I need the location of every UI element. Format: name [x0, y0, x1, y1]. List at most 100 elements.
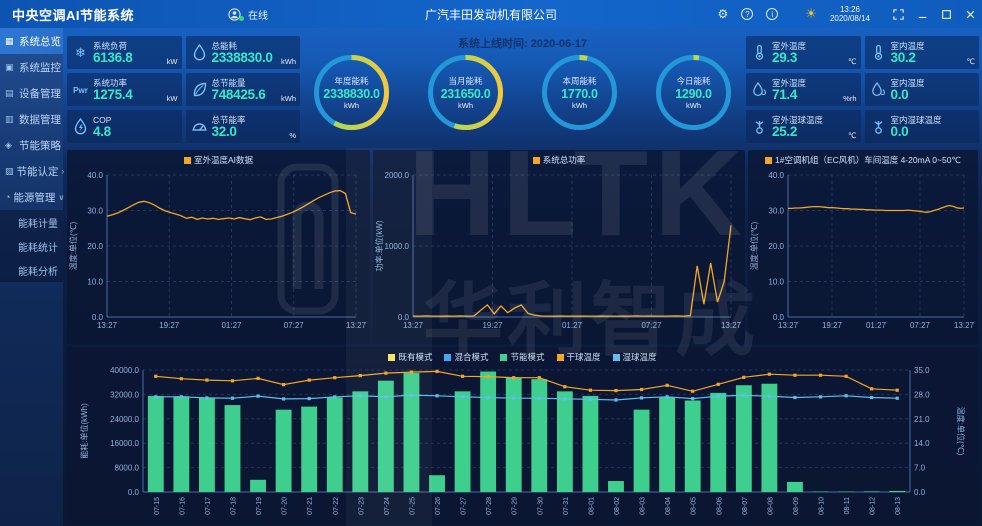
chart-panel-daily-energy: 既有模式 混合模式 节能模式 干球温度 湿球温度 0.0 8000.0 16000.0 240…: [67, 347, 978, 524]
svg-text:08-06: 08-06: [716, 497, 723, 515]
info-icon[interactable]: i: [766, 8, 779, 20]
svg-text:08-07: 08-07: [742, 497, 749, 515]
svg-text:13:27: 13:27: [97, 321, 118, 330]
legend-item[interactable]: 湿球温度: [612, 352, 657, 362]
stat-label: COP: [93, 114, 112, 125]
legend-item[interactable]: 节能模式: [500, 352, 545, 362]
left-stat-card-3: 总节能量 748425.6 kWh: [185, 73, 300, 106]
svg-text:13:27: 13:27: [721, 321, 741, 330]
svg-text:07-26: 07-26: [435, 497, 442, 515]
gauge-value: 1290.0: [675, 87, 712, 101]
svg-text:8000.0: 8000.0: [115, 464, 140, 473]
chevron-right-icon: ›: [61, 166, 65, 176]
sidebar-subitem-2[interactable]: 能耗分析: [0, 258, 63, 282]
wetbulb-icon: [755, 121, 764, 134]
svg-text:能耗:单位(kWh): 能耗:单位(kWh): [79, 403, 89, 459]
right-stat-card-3: 室内湿度 0.0: [864, 73, 979, 106]
svg-text:20.0: 20.0: [87, 242, 103, 251]
svg-text:0.0: 0.0: [92, 313, 104, 322]
fullscreen-icon[interactable]: [893, 8, 904, 20]
svg-text:10.0: 10.0: [768, 278, 784, 287]
legend-swatch: [556, 353, 564, 361]
legend-swatch: [183, 156, 191, 164]
stat-label: 室外温度: [772, 40, 807, 51]
svg-text:07-15: 07-15: [154, 497, 161, 515]
drop-icon: [193, 43, 205, 61]
left-stat-card-2: Pwr 系统功率 1275.4 kW: [67, 73, 182, 106]
gauge-2: 本周能耗 1770.0 kWh: [539, 52, 620, 133]
chevron-down-icon: ∨: [58, 192, 65, 202]
stat-unit: ℃: [848, 57, 857, 66]
legend-item[interactable]: 系统总功率: [532, 155, 585, 165]
svg-text:07:27: 07:27: [910, 321, 931, 330]
chart-panel-outdoor-temp: 室外温度AI数据 0.0 10.0 20.0 30.0 40.0 13:27 19:27 01…: [67, 150, 370, 344]
sidebar-item-3[interactable]: ▥ 数据管理: [5, 113, 61, 126]
thermometer-icon: [755, 44, 764, 60]
close-icon[interactable]: [965, 9, 976, 20]
svg-text:32000.0: 32000.0: [110, 390, 139, 399]
help-icon[interactable]: ?: [741, 8, 754, 20]
stat-value: 4.8: [93, 123, 111, 139]
sidebar-item-4[interactable]: ◈ 节能策略: [5, 139, 61, 152]
top-stats-section: ❄ 系统负荷 6136.8 kW 总能耗 2338830.0 kWh Pwr 系统…: [63, 30, 982, 148]
settings-gear-icon[interactable]: ⚙: [717, 7, 729, 21]
svg-text:07-31: 07-31: [563, 497, 570, 515]
svg-text:08-12: 08-12: [870, 497, 877, 515]
certify-icon: ▧: [5, 165, 14, 176]
legend-item[interactable]: 干球温度: [556, 352, 601, 362]
svg-text:08-11: 08-11: [844, 497, 851, 514]
legend-outdoor-temp: 室外温度AI数据: [67, 150, 370, 165]
left-stat-card-0: ❄ 系统负荷 6136.8 kW: [67, 36, 182, 69]
charts-row: 室外温度AI数据 0.0 10.0 20.0 30.0 40.0 13:27 19:27 01…: [63, 150, 982, 344]
wetbulb-icon: [874, 121, 882, 134]
svg-text:07-18: 07-18: [230, 497, 237, 515]
gauges-panel: 系统上线时间: 2020-06-17 年度能耗 2338830.0 kWh 当月…: [303, 30, 742, 148]
svg-text:08-04: 08-04: [665, 497, 672, 515]
right-stat-card-4: 室外湿球温度 25.2 ℃: [746, 110, 861, 143]
energy-icon: ◔: [5, 192, 11, 202]
stat-unit: ℃: [966, 57, 975, 66]
legend-item[interactable]: 既有模式: [388, 352, 432, 362]
legend-item[interactable]: 1#空调机组（EC风机）车间温度 4-20mA 0~50℃: [765, 155, 961, 165]
chart-unit1-temp: 0.0 10.0 20.0 30.0 40.0 13:27 19:27 01:27 07:27 1…: [749, 171, 975, 330]
stat-value: 71.4: [772, 86, 798, 102]
svg-text:30.0: 30.0: [87, 207, 103, 216]
sidebar-subitem-1[interactable]: 能耗统计: [0, 234, 63, 258]
sidebar-item-6[interactable]: ◔ 能源管理 ∨: [5, 191, 65, 204]
svg-text:07-25: 07-25: [409, 497, 416, 515]
stat-unit: kW: [166, 57, 178, 66]
topbar: 中央空调AI节能系统 在线 广汽丰田发动机有限公司 ⚙ ? i ☀ 13:26 …: [0, 0, 982, 28]
legend-item[interactable]: 混合模式: [444, 352, 488, 362]
strategy-icon: ◈: [5, 139, 12, 150]
minimize-icon[interactable]: [917, 9, 928, 20]
legend-swatch: [765, 156, 772, 164]
gauge-unit: kWh: [344, 101, 359, 110]
left-stat-card-1: 总能耗 2338830.0 kWh: [185, 36, 300, 69]
right-stat-card-0: 室外温度 29.3 ℃: [746, 36, 861, 69]
sidebar-item-0[interactable]: ▦ 系统总览: [0, 28, 63, 54]
sidebar-item-5[interactable]: ▧ 节能认定 ›: [5, 165, 65, 178]
sidebar-item-2[interactable]: ▤ 设备管理: [5, 87, 61, 100]
svg-text:07-24: 07-24: [384, 497, 391, 515]
legend-item[interactable]: 室外温度AI数据: [183, 155, 253, 165]
overview-icon: ▦: [5, 35, 14, 46]
snowflake-icon: ❄: [75, 45, 86, 60]
svg-text:08-03: 08-03: [640, 497, 647, 515]
svg-text:1000.0: 1000.0: [385, 242, 410, 251]
svg-text:07-29: 07-29: [512, 497, 519, 515]
svg-text:功率:单位(kW): 功率:单位(kW): [374, 220, 384, 271]
energy-gauges: 年度能耗 2338830.0 kWh 当月能耗 231650.0 kWh 本周能…: [303, 52, 742, 133]
legend-system-power: 系统总功率: [373, 150, 745, 165]
svg-text:07-20: 07-20: [282, 497, 289, 515]
sidebar-item-1[interactable]: ▣ 系统监控: [5, 61, 61, 74]
stat-value: 2338830.0: [211, 49, 273, 65]
sidebar-subitem-0[interactable]: 能耗计量: [0, 210, 63, 234]
left-stat-cards: ❄ 系统负荷 6136.8 kW 总能耗 2338830.0 kWh Pwr 系统…: [63, 30, 303, 148]
maximize-icon[interactable]: [941, 9, 952, 20]
stat-unit: kW: [166, 94, 178, 103]
svg-text:07-30: 07-30: [537, 497, 544, 515]
svg-text:08-05: 08-05: [691, 497, 698, 515]
online-status[interactable]: 在线: [228, 7, 268, 22]
stat-value: 32.0: [211, 123, 237, 139]
